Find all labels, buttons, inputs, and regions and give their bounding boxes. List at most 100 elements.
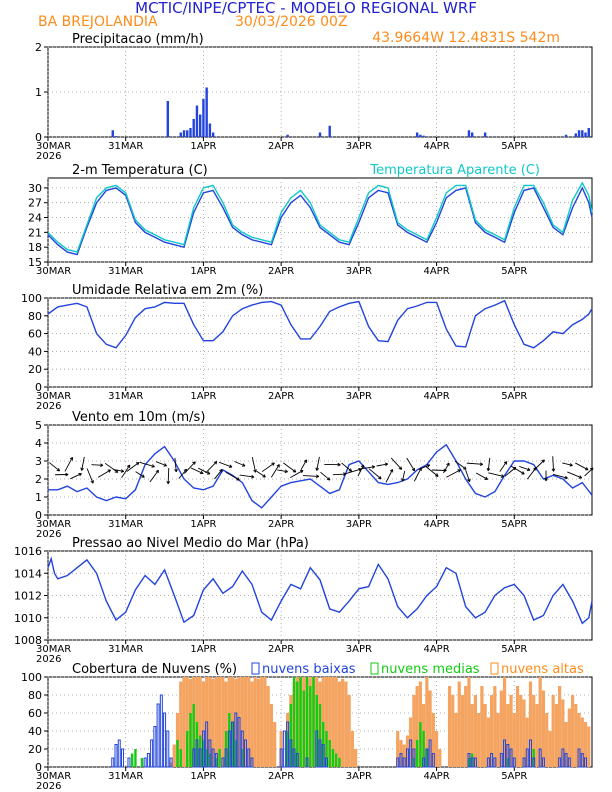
wind-arrow <box>155 461 167 467</box>
wind-arrow-head <box>241 463 246 467</box>
wind-arrow-head <box>401 478 405 482</box>
wind-arrow <box>443 462 450 474</box>
wind-arrow-head <box>315 474 320 479</box>
wind-arrow <box>357 464 365 477</box>
cloud-bar-nuvens-altas <box>509 695 513 767</box>
cloud-bar-nuvens-altas <box>545 713 549 767</box>
cloud-bar-nuvens-baixas <box>409 739 413 768</box>
main-title: MCTIC/INPE/CPTEC - MODELO REGIONAL WRF <box>135 0 477 17</box>
wind-arrow-head <box>100 463 104 468</box>
wind-arrow-head <box>337 462 341 467</box>
cloud-bar-nuvens-baixas <box>425 748 429 768</box>
wind-arrow-head <box>371 465 376 469</box>
temp-ytick-label: 24 <box>28 212 42 225</box>
precip-bar <box>198 114 202 137</box>
cloud-bar-nuvens-medias <box>338 758 341 767</box>
rh-xtick-label: 2APR <box>268 391 294 402</box>
wind-arrow <box>135 471 145 478</box>
temp-line-Temperatura-Aparente <box>47 181 593 253</box>
precip-bar <box>182 130 186 137</box>
temp-ytick-label: 27 <box>28 197 42 210</box>
cloud-bar-nuvens-baixas <box>289 739 293 768</box>
rh-xtick-label: 31MAR <box>108 391 143 402</box>
cloud-bar-nuvens-baixas <box>201 730 205 768</box>
cloud-bar-nuvens-altas <box>438 749 442 767</box>
cloud-bar-nuvens-medias <box>422 731 425 767</box>
cloud-bar-nuvens-altas <box>328 677 332 767</box>
cloud-bar-nuvens-altas <box>405 735 410 767</box>
cloud-bar-nuvens-altas <box>431 713 435 767</box>
wind-arrow-head <box>551 468 556 472</box>
cloud-bar-nuvens-medias <box>215 758 218 767</box>
cloud-bar-nuvens-medias <box>302 690 306 767</box>
cloud-bar-nuvens-medias <box>140 758 144 767</box>
wind-arrow-head <box>315 467 319 471</box>
wind-title: Vento em 10m (m/s) <box>72 410 205 425</box>
wind-arrow-head <box>426 464 431 468</box>
pres-xtick-label: 2APR <box>268 644 294 655</box>
wind-arrow-head <box>578 475 583 479</box>
wind-arrow <box>504 467 517 477</box>
wind-arrow-head <box>107 469 111 473</box>
precip-bar <box>205 87 208 137</box>
cloud-bar-nuvens-medias <box>202 740 205 767</box>
rh-ytick-label: 100 <box>21 292 42 305</box>
wind-arrow-head <box>435 473 439 477</box>
wind-arrow <box>401 470 406 482</box>
wind-arrow-head <box>78 472 82 477</box>
cloud-bar-nuvens-altas <box>337 681 342 767</box>
cloud-bar-nuvens-baixas <box>490 753 494 768</box>
cloud-bar-nuvens-medias <box>415 740 419 767</box>
wind-xtick-label: 30MAR <box>36 519 71 530</box>
wind-arrow <box>167 468 170 484</box>
cloud-bar-nuvens-baixas <box>564 753 568 768</box>
wind-arrow <box>419 464 430 470</box>
cloud-ytick-label: 0 <box>35 761 42 774</box>
cloud-bar-nuvens-baixas <box>240 730 244 768</box>
pres-ytick-label: 1014 <box>14 567 42 580</box>
cloud-xtick-label: 4APR <box>423 771 449 782</box>
pres-ytick-label: 1012 <box>14 590 42 603</box>
cloud-xtick-label: 1APR <box>190 771 216 782</box>
cloud-bar-nuvens-altas <box>179 681 183 767</box>
cloud-bar-nuvens-altas <box>564 722 568 767</box>
cloud-bar-nuvens-altas <box>331 677 335 767</box>
wind-arrow-head <box>271 462 275 466</box>
cloud-bar-nuvens-medias <box>289 704 293 767</box>
wind-arrow <box>184 461 196 474</box>
precip-bar <box>584 132 587 137</box>
wind-arrow-head <box>446 462 450 467</box>
cloud-bar-nuvens-altas <box>240 677 244 767</box>
precip-bar <box>111 130 114 137</box>
wind-arrow-head <box>564 475 568 480</box>
cloud-bar-nuvens-altas <box>567 708 571 767</box>
pres-line-Pressao <box>47 556 593 625</box>
wind-arrow <box>446 469 461 478</box>
cloud-bar-nuvens-altas <box>570 695 575 767</box>
wind-arrow <box>198 467 211 475</box>
wind-arrows <box>49 456 594 485</box>
wind-arrow-head <box>284 469 288 474</box>
cloud-bar-nuvens-medias <box>134 749 137 767</box>
cloud-bar-nuvens-baixas <box>221 757 225 768</box>
cloud-year-label: 2026 <box>36 781 61 792</box>
temp-xtick-label: 3APR <box>346 266 372 277</box>
cloud-bar-nuvens-altas <box>470 704 474 767</box>
cloud-bar-nuvens-baixas <box>538 748 542 768</box>
cloud-bar-nuvens-medias <box>334 753 338 767</box>
cloud-bar-nuvens-baixas <box>561 748 565 768</box>
wind-panel: 0 1 2 3 4 5 30MAR 31MAR 1APR 2APR 3APR 4APR 5APR 2026… <box>35 410 594 540</box>
cloud-xtick-label: 31MAR <box>108 771 143 782</box>
precip-bar <box>195 105 199 137</box>
cloud-bar-nuvens-baixas <box>153 726 157 768</box>
wind-arrow <box>104 462 119 473</box>
cloud-bar-nuvens-altas <box>535 704 539 767</box>
cloud-bar-nuvens-baixas <box>470 757 474 768</box>
temp-title: 2-m Temperatura (C) <box>72 163 208 178</box>
cloud-bar-nuvens-medias <box>228 713 231 767</box>
wind-arrow-head <box>213 461 218 465</box>
wind-arrow-head <box>457 469 461 473</box>
precip-xtick-label: 4APR <box>423 141 449 152</box>
cloud-legend-label: nuvens baixas <box>262 662 356 677</box>
cloud-bar-nuvens-medias <box>286 731 289 767</box>
